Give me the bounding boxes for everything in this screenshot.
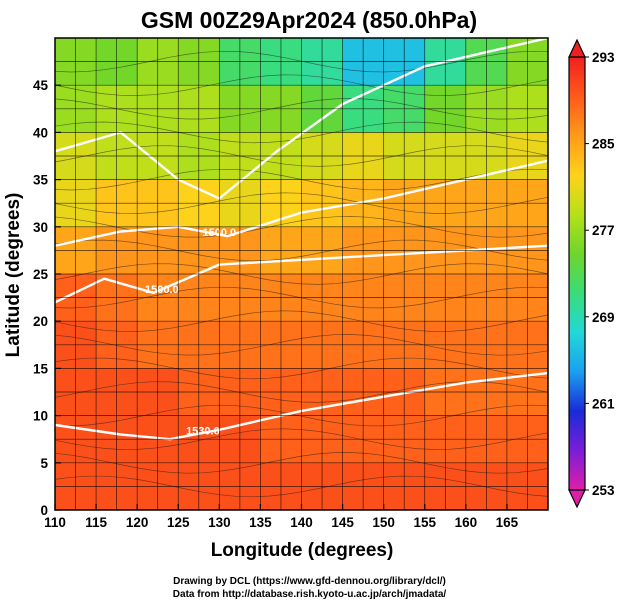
credit-drawing: Drawing by DCL (https://www.gfd-dennou.o… (173, 576, 446, 587)
x-tick-label: 120 (126, 515, 149, 530)
x-tick-label: 125 (167, 515, 190, 530)
x-tick-label: 115 (85, 515, 107, 530)
x-tick-label: 165 (496, 515, 519, 530)
x-tick-label: 145 (331, 515, 354, 530)
y-tick-label: 30 (33, 220, 48, 235)
y-tick-label: 35 (33, 173, 49, 188)
geopotential-contour (55, 38, 548, 200)
x-tick-label: 135 (249, 515, 272, 530)
x-tick-label: 160 (455, 515, 478, 530)
x-tick-label: 110 (44, 515, 66, 530)
colorbar-tick-label: 285 (592, 137, 615, 152)
colorbar-min-triangle (568, 489, 586, 509)
y-tick-label: 10 (33, 409, 48, 424)
x-tick-label: 130 (208, 515, 231, 530)
chart-title: GSM 00Z29Apr2024 (850.0hPa) (141, 7, 477, 33)
y-tick-label: 0 (40, 503, 48, 518)
colorbar-tick-label: 277 (592, 223, 615, 238)
y-tick-label: 5 (40, 456, 48, 471)
x-tick-label: 155 (413, 515, 436, 530)
x-tick-label: 140 (290, 515, 313, 530)
y-tick-label: 25 (33, 267, 49, 282)
colorbar-bar (568, 56, 586, 491)
y-tick-label: 45 (33, 78, 49, 93)
y-tick-label: 40 (33, 125, 48, 140)
contour-label: 1500.0 (145, 284, 179, 296)
colorbar-max-triangle (568, 38, 586, 58)
y-tick-label: 15 (33, 361, 49, 376)
contour-label: 1530.0 (186, 425, 220, 437)
colorbar-tick-label: 261 (592, 396, 615, 411)
x-tick-label: 150 (372, 515, 395, 530)
geopotential-contour (55, 159, 548, 247)
x-axis-label: Longitude (degrees) (211, 540, 394, 561)
colorbar: 253 261 269 277 285 293 (568, 38, 615, 509)
y-tick-label: 20 (33, 314, 48, 329)
colorbar-tick-label: 253 (592, 483, 615, 498)
colorbar-tick-label: 269 (592, 310, 615, 325)
credit-data: Data from http://database.rish.kyoto-u.a… (172, 589, 447, 600)
y-axis-label: Latitude (degrees) (3, 193, 24, 358)
colorbar-tick-label: 293 (592, 50, 615, 65)
